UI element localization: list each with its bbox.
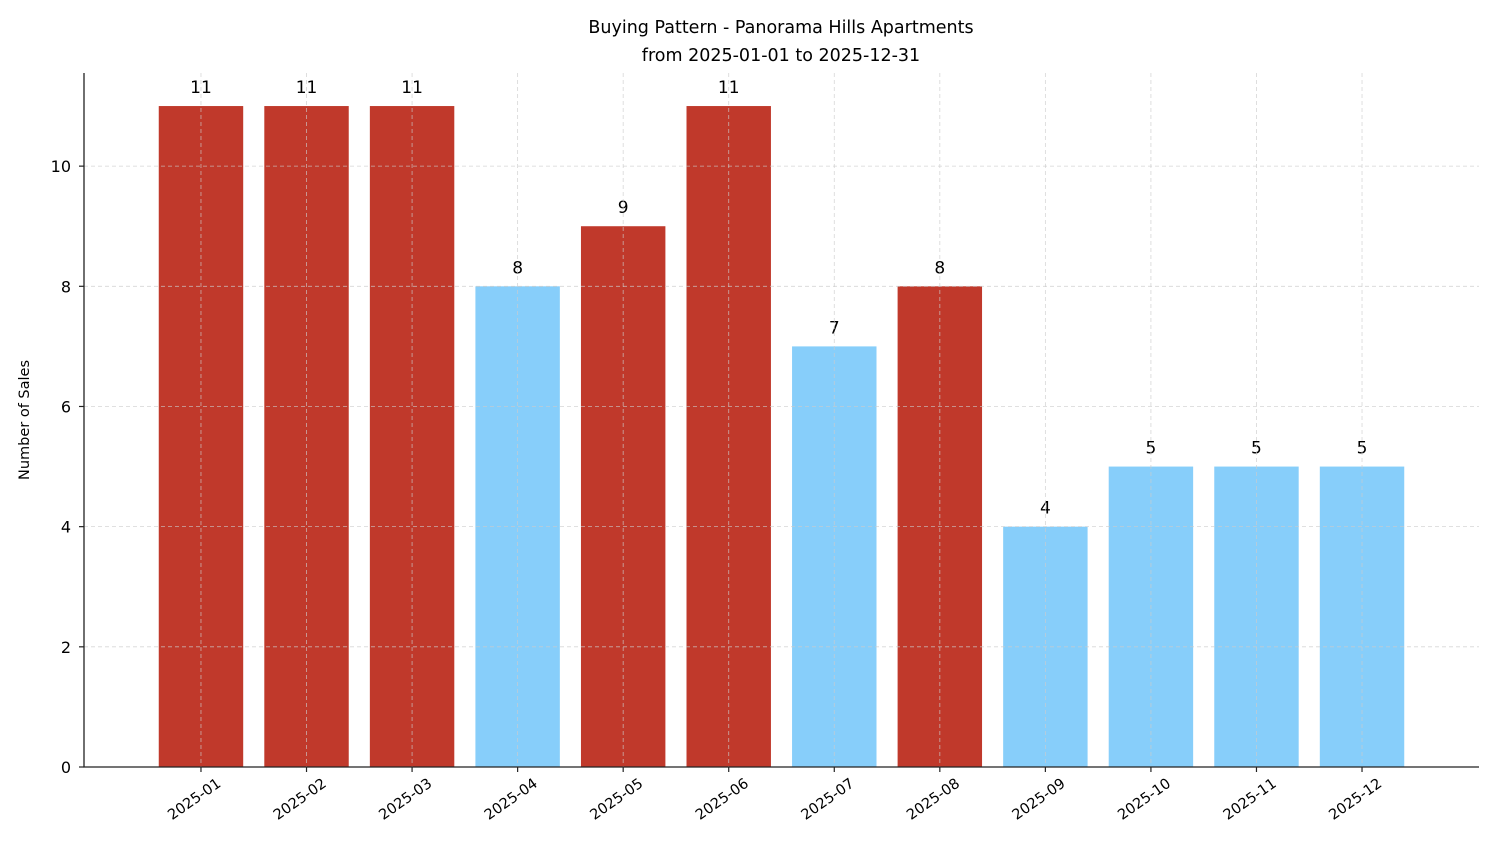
y-tick-label: 4 xyxy=(61,518,71,537)
y-tick-label: 10 xyxy=(51,157,71,176)
x-tick-label: 2025-12 xyxy=(1326,776,1385,824)
bar-2025-10 xyxy=(1108,466,1194,767)
y-axis-label: Number of Sales xyxy=(17,360,33,480)
x-tick-label: 2025-02 xyxy=(271,776,330,824)
x-tick-label: 2025-06 xyxy=(693,776,752,824)
bar-2025-02 xyxy=(264,106,349,768)
y-tick-label: 0 xyxy=(61,758,71,777)
data-label: 5 xyxy=(1357,439,1368,459)
y-tick-label: 2 xyxy=(61,638,71,657)
data-label: 5 xyxy=(1251,439,1262,459)
bar-2025-11 xyxy=(1214,466,1299,767)
chart-subtitle: from 2025-01-01 to 2025-12-31 xyxy=(642,46,920,66)
data-label: 8 xyxy=(934,258,945,278)
data-label: 8 xyxy=(512,258,523,278)
x-tick-label: 2025-08 xyxy=(904,776,963,824)
y-tick-label: 6 xyxy=(61,397,71,416)
x-tick-label: 2025-09 xyxy=(1010,776,1069,824)
bar-2025-06 xyxy=(686,106,771,768)
bar-2025-03 xyxy=(369,106,455,768)
bar-2025-12 xyxy=(1319,466,1405,767)
bar-2025-01 xyxy=(158,106,244,768)
y-tick-label: 8 xyxy=(61,277,71,296)
x-tick-label: 2025-07 xyxy=(799,776,858,824)
bar-2025-04 xyxy=(475,286,560,767)
x-tick-label: 2025-11 xyxy=(1221,776,1280,824)
chart-title: Buying Pattern - Panorama Hills Apartmen… xyxy=(588,18,973,38)
x-tick-label: 2025-10 xyxy=(1115,776,1174,824)
x-tick-label: 2025-05 xyxy=(587,776,646,824)
x-tick-label: 2025-01 xyxy=(165,776,224,824)
x-tick-label: 2025-03 xyxy=(376,776,435,824)
data-label: 5 xyxy=(1146,439,1157,459)
x-tick-label: 2025-04 xyxy=(482,776,541,824)
